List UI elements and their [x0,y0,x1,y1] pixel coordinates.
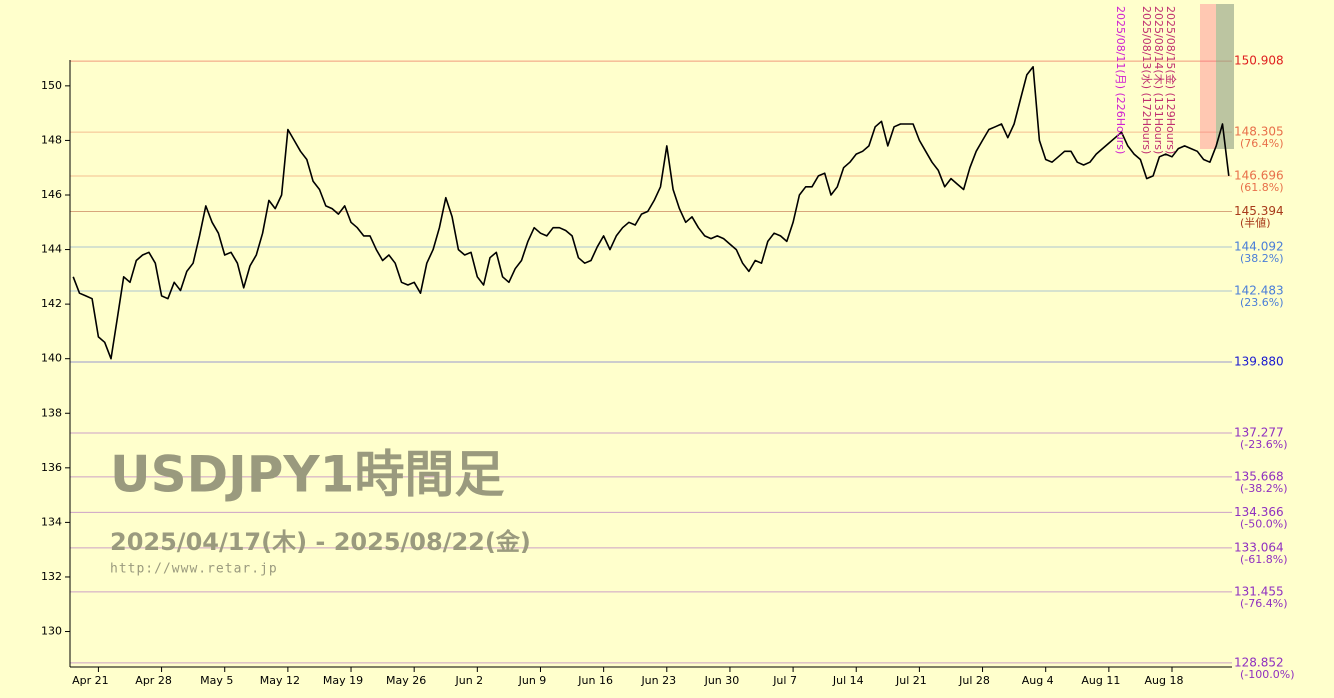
x-tick-label: Jul 7 [772,674,797,687]
level-label: 135.668 [1234,469,1284,483]
x-tick-label: May 19 [323,674,363,687]
y-tick-label: 146 [41,188,62,201]
x-tick-label: Jul 14 [832,674,864,687]
annotation: 2025/08/11(月) (226Hours) [1114,6,1127,154]
x-tick-label: May 12 [260,674,300,687]
y-tick-label: 144 [41,243,62,256]
annotation: 2025/08/14(木) (131Hours) [1152,6,1165,154]
y-tick-label: 130 [41,625,62,638]
y-tick-label: 136 [41,461,62,474]
annotation: 2025/08/13(水) (172Hours) [1140,6,1153,154]
x-tick-label: Jun 9 [518,674,547,687]
annotation: 2025/08/15(金) (129Hours) [1164,6,1178,154]
watermark-title: USDJPY1時間足 [110,446,504,504]
level-note: (半値) [1240,216,1271,230]
level-label: 137.277 [1234,425,1284,439]
level-label: 142.483 [1234,283,1284,297]
watermark-subtitle: 2025/04/17(木) - 2025/08/22(金) [110,528,531,556]
x-tick-label: Aug 4 [1022,674,1054,687]
level-label: 148.305 [1234,125,1284,139]
level-label: 128.852 [1234,655,1284,669]
x-tick-label: Jun 2 [454,674,483,687]
annotation-cluster [1200,4,1234,149]
level-note: (-23.6%) [1240,438,1288,451]
y-tick-label: 140 [41,352,62,365]
level-note: (-38.2%) [1240,482,1288,495]
level-note: (23.6%) [1240,296,1284,309]
y-tick-label: 150 [41,79,62,92]
level-note: (38.2%) [1240,252,1284,265]
levels: 150.908 148.305(76.4%) 146.696(61.8%) 145.3… [70,54,1295,681]
y-tick-label: 138 [41,406,62,419]
level-note: (-61.8%) [1240,553,1288,566]
x-tick-label: Aug 11 [1081,674,1120,687]
annotation-cluster [1216,4,1234,149]
level-label: 139.880 [1234,354,1284,368]
y-tick-label: 134 [41,515,62,528]
x-tick-label: Jun 30 [704,674,740,687]
x-tick-label: Aug 18 [1145,674,1184,687]
level-label: 145.394 [1234,204,1284,218]
level-label: 134.366 [1234,505,1284,519]
x-tick-label: Jun 16 [577,674,613,687]
x-tick-label: Apr 28 [135,674,172,687]
level-note: (-100.0%) [1240,668,1295,681]
level-note: (-50.0%) [1240,517,1288,530]
y-tick-label: 148 [41,133,62,146]
level-label: 131.455 [1234,584,1284,598]
level-label: 146.696 [1234,168,1284,182]
x-tick-label: May 5 [200,674,233,687]
level-note: (76.4%) [1240,137,1284,150]
watermark-source: http://www.retar.jp [110,562,278,577]
level-note: (-76.4%) [1240,597,1288,610]
y-tick-label: 132 [41,570,62,583]
y-tick-label: 142 [41,297,62,310]
level-label: 144.092 [1234,240,1284,254]
x-tick-label: May 26 [386,674,426,687]
level-note: (61.8%) [1240,181,1284,194]
x-tick-label: Jul 21 [895,674,927,687]
level-label: 150.908 [1234,54,1284,68]
price-line [72,66,1230,360]
x-tick-label: Jun 23 [640,674,676,687]
level-label: 133.064 [1234,540,1284,554]
x-tick-label: Jul 28 [958,674,990,687]
x-tick-label: Apr 21 [72,674,109,687]
